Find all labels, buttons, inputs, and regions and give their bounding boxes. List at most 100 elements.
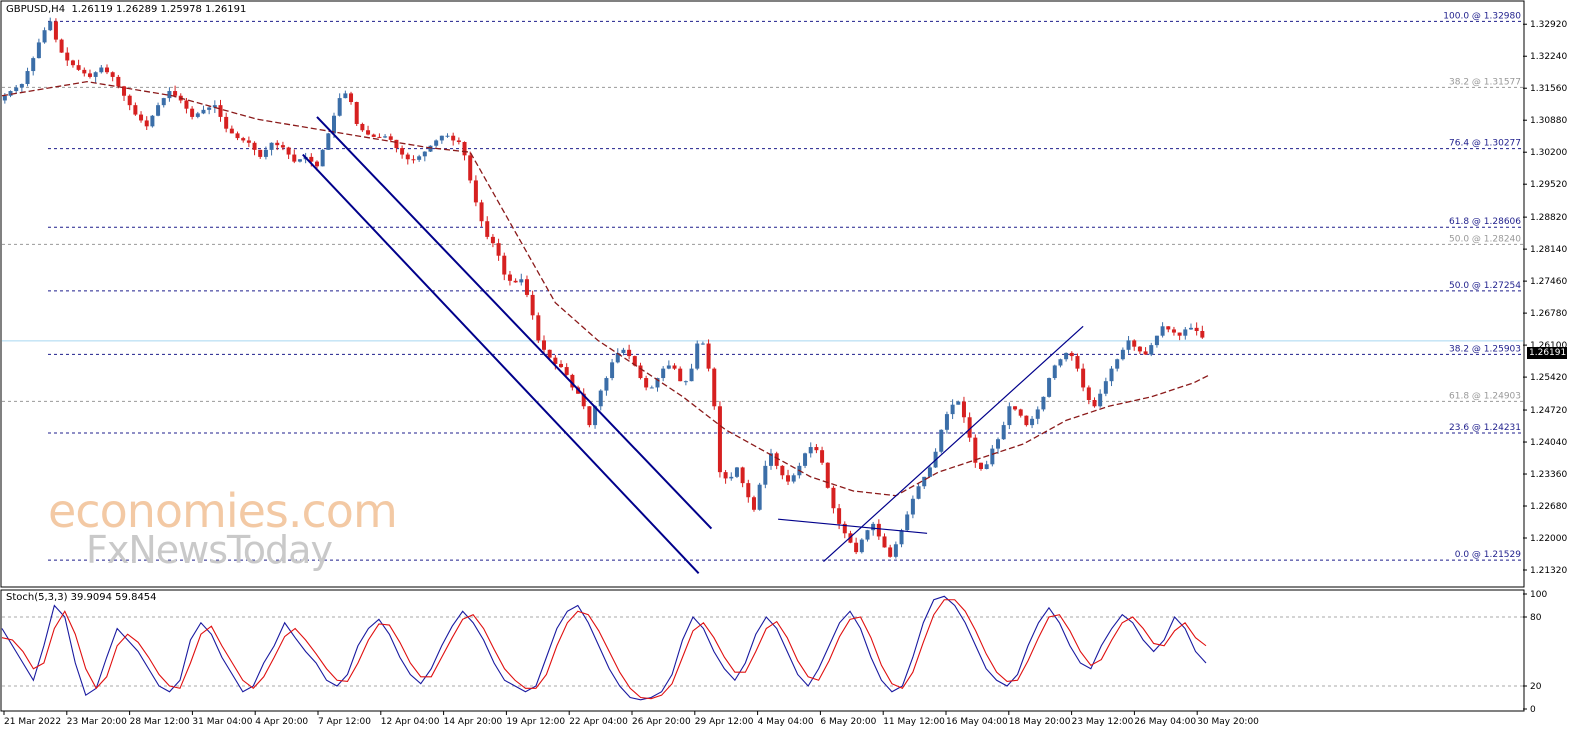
candle-body bbox=[1013, 406, 1018, 410]
candle-body bbox=[683, 381, 688, 383]
candle-body bbox=[1058, 359, 1063, 366]
candle-body bbox=[717, 406, 722, 473]
candle-body bbox=[337, 98, 342, 116]
time-tick-label: 31 Mar 04:00 bbox=[192, 717, 252, 727]
candle-body bbox=[434, 140, 439, 146]
candle-body bbox=[831, 487, 836, 509]
candle-body bbox=[468, 155, 473, 181]
candle-body bbox=[1098, 393, 1103, 407]
price-tick-label: 1.28820 bbox=[1530, 213, 1567, 223]
candle-body bbox=[927, 467, 932, 477]
candle-body bbox=[224, 116, 229, 129]
moving-average-line bbox=[1, 80, 1209, 497]
watermark-economies: economies.com bbox=[48, 484, 398, 538]
trend-lines-layer bbox=[302, 116, 1084, 574]
candle-body bbox=[610, 362, 615, 379]
price-tick-label: 1.22680 bbox=[1530, 502, 1567, 512]
trend-line bbox=[316, 116, 713, 530]
candle-body bbox=[400, 148, 405, 155]
candle-body bbox=[93, 72, 98, 77]
candle-body bbox=[1126, 340, 1131, 350]
candle-body bbox=[604, 378, 609, 391]
candle-body bbox=[133, 105, 138, 115]
time-tick-label: 26 Apr 20:00 bbox=[632, 717, 691, 727]
candle-body bbox=[740, 467, 745, 484]
candle-body bbox=[394, 139, 399, 149]
candle-body bbox=[1120, 349, 1125, 360]
candle-body bbox=[309, 156, 314, 162]
price-tick-label: 1.24040 bbox=[1530, 438, 1567, 448]
candle-body bbox=[48, 21, 53, 31]
candle-body bbox=[490, 236, 495, 244]
candle-body bbox=[354, 102, 359, 124]
candle-body bbox=[314, 161, 319, 167]
stoch-panel-frame bbox=[0, 589, 1525, 712]
candle-body bbox=[263, 149, 268, 157]
candle-body bbox=[553, 357, 558, 364]
candle-body bbox=[1149, 345, 1154, 355]
stoch-header: Stoch(5,3,3) 39.9094 59.8454 bbox=[6, 592, 157, 603]
time-tick-label: 4 Apr 20:00 bbox=[255, 717, 308, 727]
time-tick-label: 29 Apr 12:00 bbox=[695, 717, 754, 727]
candle-body bbox=[161, 98, 166, 106]
candle-body bbox=[632, 356, 637, 366]
candle-body bbox=[763, 465, 768, 485]
candle-body bbox=[1103, 381, 1108, 394]
candle-body bbox=[1064, 352, 1069, 360]
candle-body bbox=[820, 450, 825, 463]
candle-body bbox=[842, 523, 847, 534]
candle-body bbox=[956, 401, 961, 405]
candle-body bbox=[280, 145, 285, 148]
time-axis: 21 Mar 2022 23 Mar 20:00 28 Mar 12:00 31 Ma… bbox=[3, 711, 1259, 727]
time-tick-label: 12 Apr 04:00 bbox=[381, 717, 440, 727]
candle-body bbox=[36, 42, 41, 59]
chart-header: GBPUSD,H4 1.26119 1.26289 1.25978 1.2619… bbox=[6, 4, 246, 15]
candle-body bbox=[139, 114, 144, 121]
fib-level-label: 76.4 @ 1.30277 bbox=[1449, 139, 1521, 149]
candle-body bbox=[973, 437, 978, 463]
price-tick-label: 1.25420 bbox=[1530, 373, 1567, 383]
time-tick-label: 23 May 12:00 bbox=[1072, 717, 1134, 727]
candle-body bbox=[184, 100, 189, 109]
fib-level-label: 23.6 @ 1.24231 bbox=[1449, 423, 1521, 433]
candle-body bbox=[1001, 425, 1006, 440]
candle-body bbox=[1069, 352, 1074, 357]
candle-body bbox=[888, 547, 893, 557]
fib-level-label: 61.8 @ 1.24903 bbox=[1449, 391, 1521, 401]
time-tick-label: 18 May 20:00 bbox=[1009, 717, 1071, 727]
candle-body bbox=[507, 274, 512, 281]
fib-level-label: 50.0 @ 1.27254 bbox=[1449, 281, 1521, 291]
candle-body bbox=[343, 93, 348, 99]
price-tick-label: 1.23360 bbox=[1530, 470, 1567, 480]
candle-body bbox=[258, 149, 263, 157]
candle-body bbox=[916, 486, 921, 499]
candle-body bbox=[882, 536, 887, 548]
candle-body bbox=[734, 467, 739, 477]
candle-body bbox=[360, 123, 365, 131]
candle-body bbox=[405, 154, 410, 160]
symbol-label: GBPUSD,H4 bbox=[6, 4, 66, 15]
candle-body bbox=[1081, 368, 1086, 388]
trend-line bbox=[778, 518, 928, 534]
candle-body bbox=[541, 340, 546, 350]
candle-body bbox=[1143, 351, 1148, 355]
price-tick-label: 1.24720 bbox=[1530, 406, 1567, 416]
price-tick-label: 1.30880 bbox=[1530, 116, 1567, 126]
candle-body bbox=[1052, 365, 1057, 379]
candle-body bbox=[859, 539, 864, 553]
candle-body bbox=[689, 368, 694, 382]
candle-body bbox=[967, 417, 972, 438]
candle-body bbox=[70, 60, 75, 66]
candles-layer bbox=[2, 17, 1205, 559]
candle-body bbox=[326, 133, 331, 150]
candle-body bbox=[150, 115, 155, 127]
fib-level-label: 0.0 @ 1.21529 bbox=[1455, 550, 1522, 560]
candle-body bbox=[241, 138, 246, 141]
fib-level-label: 100.0 @ 1.32980 bbox=[1443, 11, 1521, 21]
candle-body bbox=[536, 315, 541, 341]
candle-body bbox=[876, 523, 881, 537]
candle-body bbox=[275, 142, 280, 146]
stoch-tick-label: 20 bbox=[1530, 682, 1542, 692]
candle-body bbox=[496, 243, 501, 256]
candle-body bbox=[644, 378, 649, 388]
